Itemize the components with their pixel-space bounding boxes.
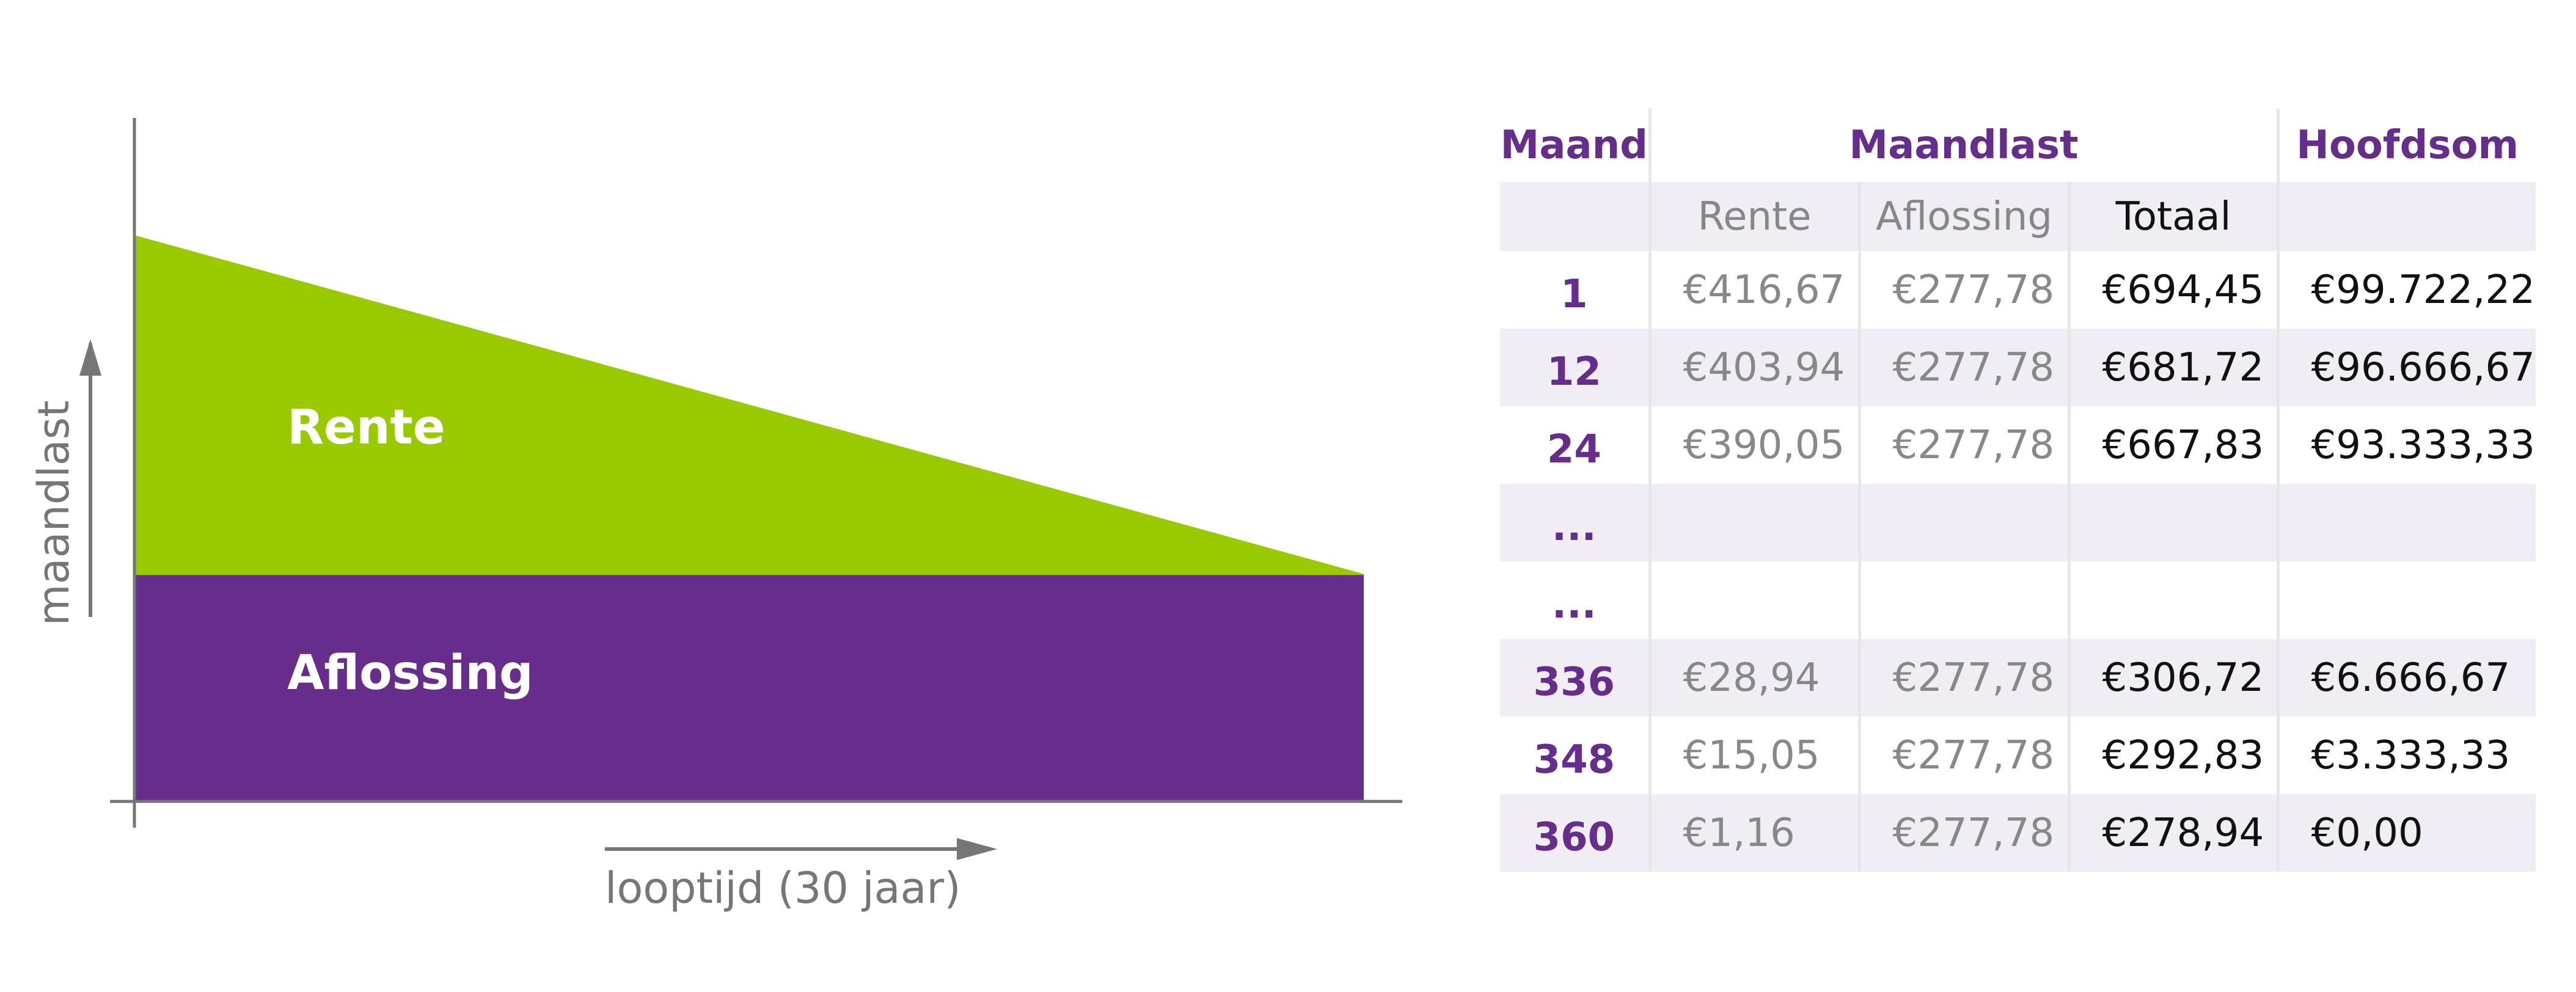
table-row: 24 €390,05 €277,78 €667,83 €93.333,33 (1500, 406, 2536, 484)
cell-maand: 348 (1533, 737, 1615, 782)
cell-aflossing: €277,78 (1857, 406, 2069, 484)
cell-rente (1648, 561, 1859, 639)
cell-rente: €403,94 (1648, 329, 1859, 406)
cell-aflossing: €277,78 (1857, 794, 2069, 872)
cell-totaal: €292,83 (2067, 717, 2278, 794)
table-row: 12 €403,94 €277,78 €681,72 €96.666,67 (1500, 329, 2536, 406)
table-header-row: Maand Maandlast Hoofdsom (1500, 109, 2536, 182)
mortgage-table: Maand Maandlast Hoofdsom Rente Aflossing… (1500, 109, 2536, 872)
cell-maand: 1 (1560, 271, 1588, 317)
cell-hoofdsom: €93.333,33 (2276, 406, 2536, 484)
y-axis-label: maandlast (29, 400, 79, 625)
cell-hoofdsom: €6.666,67 (2276, 639, 2536, 717)
table-row: ... (1500, 561, 2536, 639)
table-row: 360 €1,16 €277,78 €278,94 €0,00 (1500, 794, 2536, 872)
header-maand: Maand (1500, 123, 1648, 168)
cell-rente (1648, 484, 1859, 561)
cell-totaal: €681,72 (2067, 329, 2278, 406)
cell-maand: 24 (1546, 426, 1601, 472)
cell-aflossing (1857, 484, 2069, 561)
subheader-totaal: Totaal (2067, 182, 2278, 251)
subheader-rente: Rente (1648, 182, 1859, 251)
cell-totaal: €694,45 (2067, 251, 2278, 329)
cell-hoofdsom: €3.333,33 (2276, 717, 2536, 794)
cell-maand: ... (1500, 484, 1650, 561)
series-label-rente: Rente (287, 400, 445, 455)
cell-rente: €416,67 (1648, 251, 1859, 329)
cell-maand: 336 (1500, 639, 1650, 717)
cell-aflossing (1857, 561, 2069, 639)
cell-totaal (2067, 561, 2278, 639)
subheader-empty-end (2276, 182, 2536, 251)
cell-totaal: €306,72 (2067, 639, 2278, 717)
cell-hoofdsom: €96.666,67 (2276, 329, 2536, 406)
subheader-empty (1500, 182, 1650, 251)
cell-totaal: €278,94 (2067, 794, 2278, 872)
cell-hoofdsom: €0,00 (2276, 794, 2536, 872)
table-row: 1 €416,67 €277,78 €694,45 €99.722,22 (1500, 251, 2536, 329)
aflossing-area (134, 575, 1364, 801)
header-hoofdsom: Hoofdsom (2276, 109, 2536, 182)
x-arrow-head (957, 838, 997, 860)
cell-aflossing: €277,78 (1857, 329, 2069, 406)
cell-totaal (2067, 484, 2278, 561)
cell-aflossing: €277,78 (1857, 639, 2069, 717)
cell-rente: €28,94 (1648, 639, 1859, 717)
cell-aflossing: €277,78 (1857, 251, 2069, 329)
cell-hoofdsom: €99.722,22 (2276, 251, 2536, 329)
table-row: 348 €15,05 €277,78 €292,83 €3.333,33 (1500, 717, 2536, 794)
cell-hoofdsom (2276, 561, 2536, 639)
cell-maand: 360 (1500, 794, 1650, 872)
x-axis-label: looptijd (30 jaar) (605, 863, 961, 913)
header-maandlast: Maandlast (1648, 109, 2278, 182)
cell-totaal: €667,83 (2067, 406, 2278, 484)
table-row: ... (1500, 484, 2536, 561)
cell-maand: ... (1551, 582, 1597, 627)
cell-rente: €15,05 (1648, 717, 1859, 794)
cell-aflossing: €277,78 (1857, 717, 2069, 794)
rente-area (134, 235, 1364, 575)
cell-rente: €390,05 (1648, 406, 1859, 484)
cell-rente: €1,16 (1648, 794, 1859, 872)
table-row: 336 €28,94 €277,78 €306,72 €6.666,67 (1500, 639, 2536, 717)
cell-maand: 12 (1500, 329, 1650, 406)
y-arrow-head (79, 339, 101, 376)
cell-hoofdsom (2276, 484, 2536, 561)
subheader-aflossing: Aflossing (1857, 182, 2069, 251)
table-subheader-row: Rente Aflossing Totaal (1500, 182, 2536, 251)
series-label-aflossing: Aflossing (287, 646, 533, 701)
mortgage-area-chart: Rente Aflossing maandlast looptijd (30 j… (29, 118, 1402, 913)
